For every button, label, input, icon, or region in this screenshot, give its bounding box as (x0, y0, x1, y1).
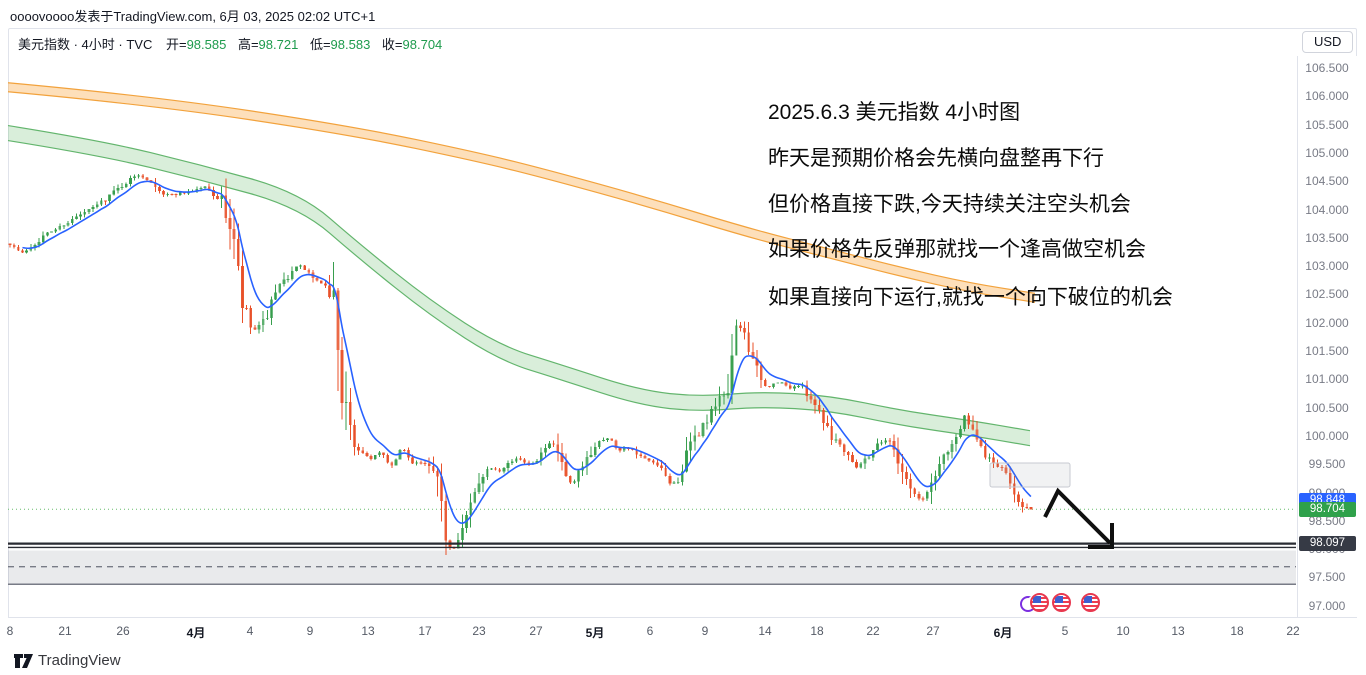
price-tick-label: 105.000 (1305, 145, 1349, 160)
annotation-line-2: 昨天是预期价格会先横向盘整再下行 (768, 147, 1104, 170)
time-tick-label: 17 (418, 624, 432, 638)
chart-header: 美元指数 · 4小时 · TVC 开=98.585 高=98.721 低=98.… (18, 34, 450, 53)
time-tick-label: 22 (1286, 624, 1300, 638)
tradingview-logo-icon[interactable] (13, 651, 35, 671)
price-tick-label: 106.000 (1305, 89, 1349, 104)
price-tick-label: 100.000 (1305, 428, 1349, 443)
time-tick-label: 14 (758, 624, 772, 638)
price-tick-label: 104.500 (1305, 174, 1349, 189)
price-axis[interactable]: 97.00097.50098.00098.50099.00099.500100.… (1297, 56, 1366, 617)
annotation-line-5: 如果直接向下运行,就找一个向下破位的机会 (768, 286, 1173, 309)
price-tick-label: 102.000 (1305, 315, 1349, 330)
price-tick-label: 103.500 (1305, 230, 1349, 245)
price-tick-label: 97.000 (1308, 598, 1346, 613)
time-tick-label: 6 (646, 624, 654, 638)
time-tick-label: 5 (1061, 624, 1069, 638)
time-tick-label: 8 (6, 624, 14, 638)
time-tick-month: 6月 (993, 626, 1013, 640)
price-tick-label: 106.500 (1305, 61, 1349, 75)
annotation-line-4: 如果价格先反弹那就找一个逢高做空机会 (768, 238, 1146, 261)
time-tick-label: 18 (1230, 624, 1244, 638)
time-tick-label: 21 (58, 624, 72, 638)
annotation-line-3: 但价格直接下跌,今天持续关注空头机会 (768, 193, 1131, 216)
time-tick-label: 13 (361, 624, 375, 638)
price-tick-label: 99.500 (1308, 457, 1346, 472)
price-tick-label: 102.500 (1305, 287, 1349, 302)
time-tick-label: 4 (246, 624, 254, 638)
price-tick-label: 101.000 (1305, 372, 1349, 387)
currency-button[interactable]: USD (1302, 31, 1354, 53)
time-tick-month: 5月 (585, 626, 605, 640)
us-flag-icon[interactable] (1030, 593, 1049, 612)
price-tick-label: 103.000 (1305, 259, 1349, 274)
price-tick-label: 100.500 (1305, 400, 1349, 415)
ohlc-open: 开=98.585 (165, 37, 227, 52)
time-tick-label: 23 (472, 624, 486, 638)
ohlc-low: 低=98.583 (309, 37, 371, 52)
us-flag-icon[interactable] (1052, 593, 1071, 612)
time-tick-label: 27 (926, 624, 940, 638)
last-price-tag: 98.704 (1299, 501, 1356, 517)
annotation-line-1: 2025.6.3 美元指数 4小时图 (768, 101, 1021, 124)
price-tick-label: 98.500 (1308, 513, 1346, 528)
ohlc-close: 收=98.704 (381, 37, 443, 52)
level-price-tag: 98.097 (1299, 536, 1356, 552)
footer-bar: TradingView (0, 645, 1366, 675)
time-tick-label: 18 (810, 624, 824, 638)
price-tick-label: 101.500 (1305, 344, 1349, 358)
us-flag-icon[interactable] (1081, 593, 1100, 612)
attribution-line: oooovoooo发表于TradingView.com, 6月 03, 2025… (10, 9, 376, 24)
time-tick-label: 26 (116, 624, 130, 638)
time-tick-label: 27 (529, 624, 543, 638)
tradingview-wordmark[interactable]: TradingView (38, 652, 121, 669)
time-tick-label: 22 (866, 624, 880, 638)
time-tick-label: 9 (701, 624, 709, 638)
time-tick-label: 10 (1116, 624, 1130, 638)
price-tick-label: 105.500 (1305, 117, 1349, 132)
price-tick-label: 104.000 (1305, 202, 1349, 217)
time-tick-month: 4月 (186, 626, 206, 640)
time-axis[interactable]: 8 21 26 4月 4 9 13 17 23 27 5月 6 9 14 18 22 27 6月 5 10 13 18 22 (6, 617, 1357, 646)
time-tick-label: 9 (306, 624, 314, 638)
time-tick-label: 13 (1171, 624, 1185, 638)
ohlc-high: 高=98.721 (237, 37, 299, 52)
symbol-title[interactable]: 美元指数 · 4小时 · TVC (18, 37, 153, 52)
price-tick-label: 97.500 (1308, 570, 1346, 585)
